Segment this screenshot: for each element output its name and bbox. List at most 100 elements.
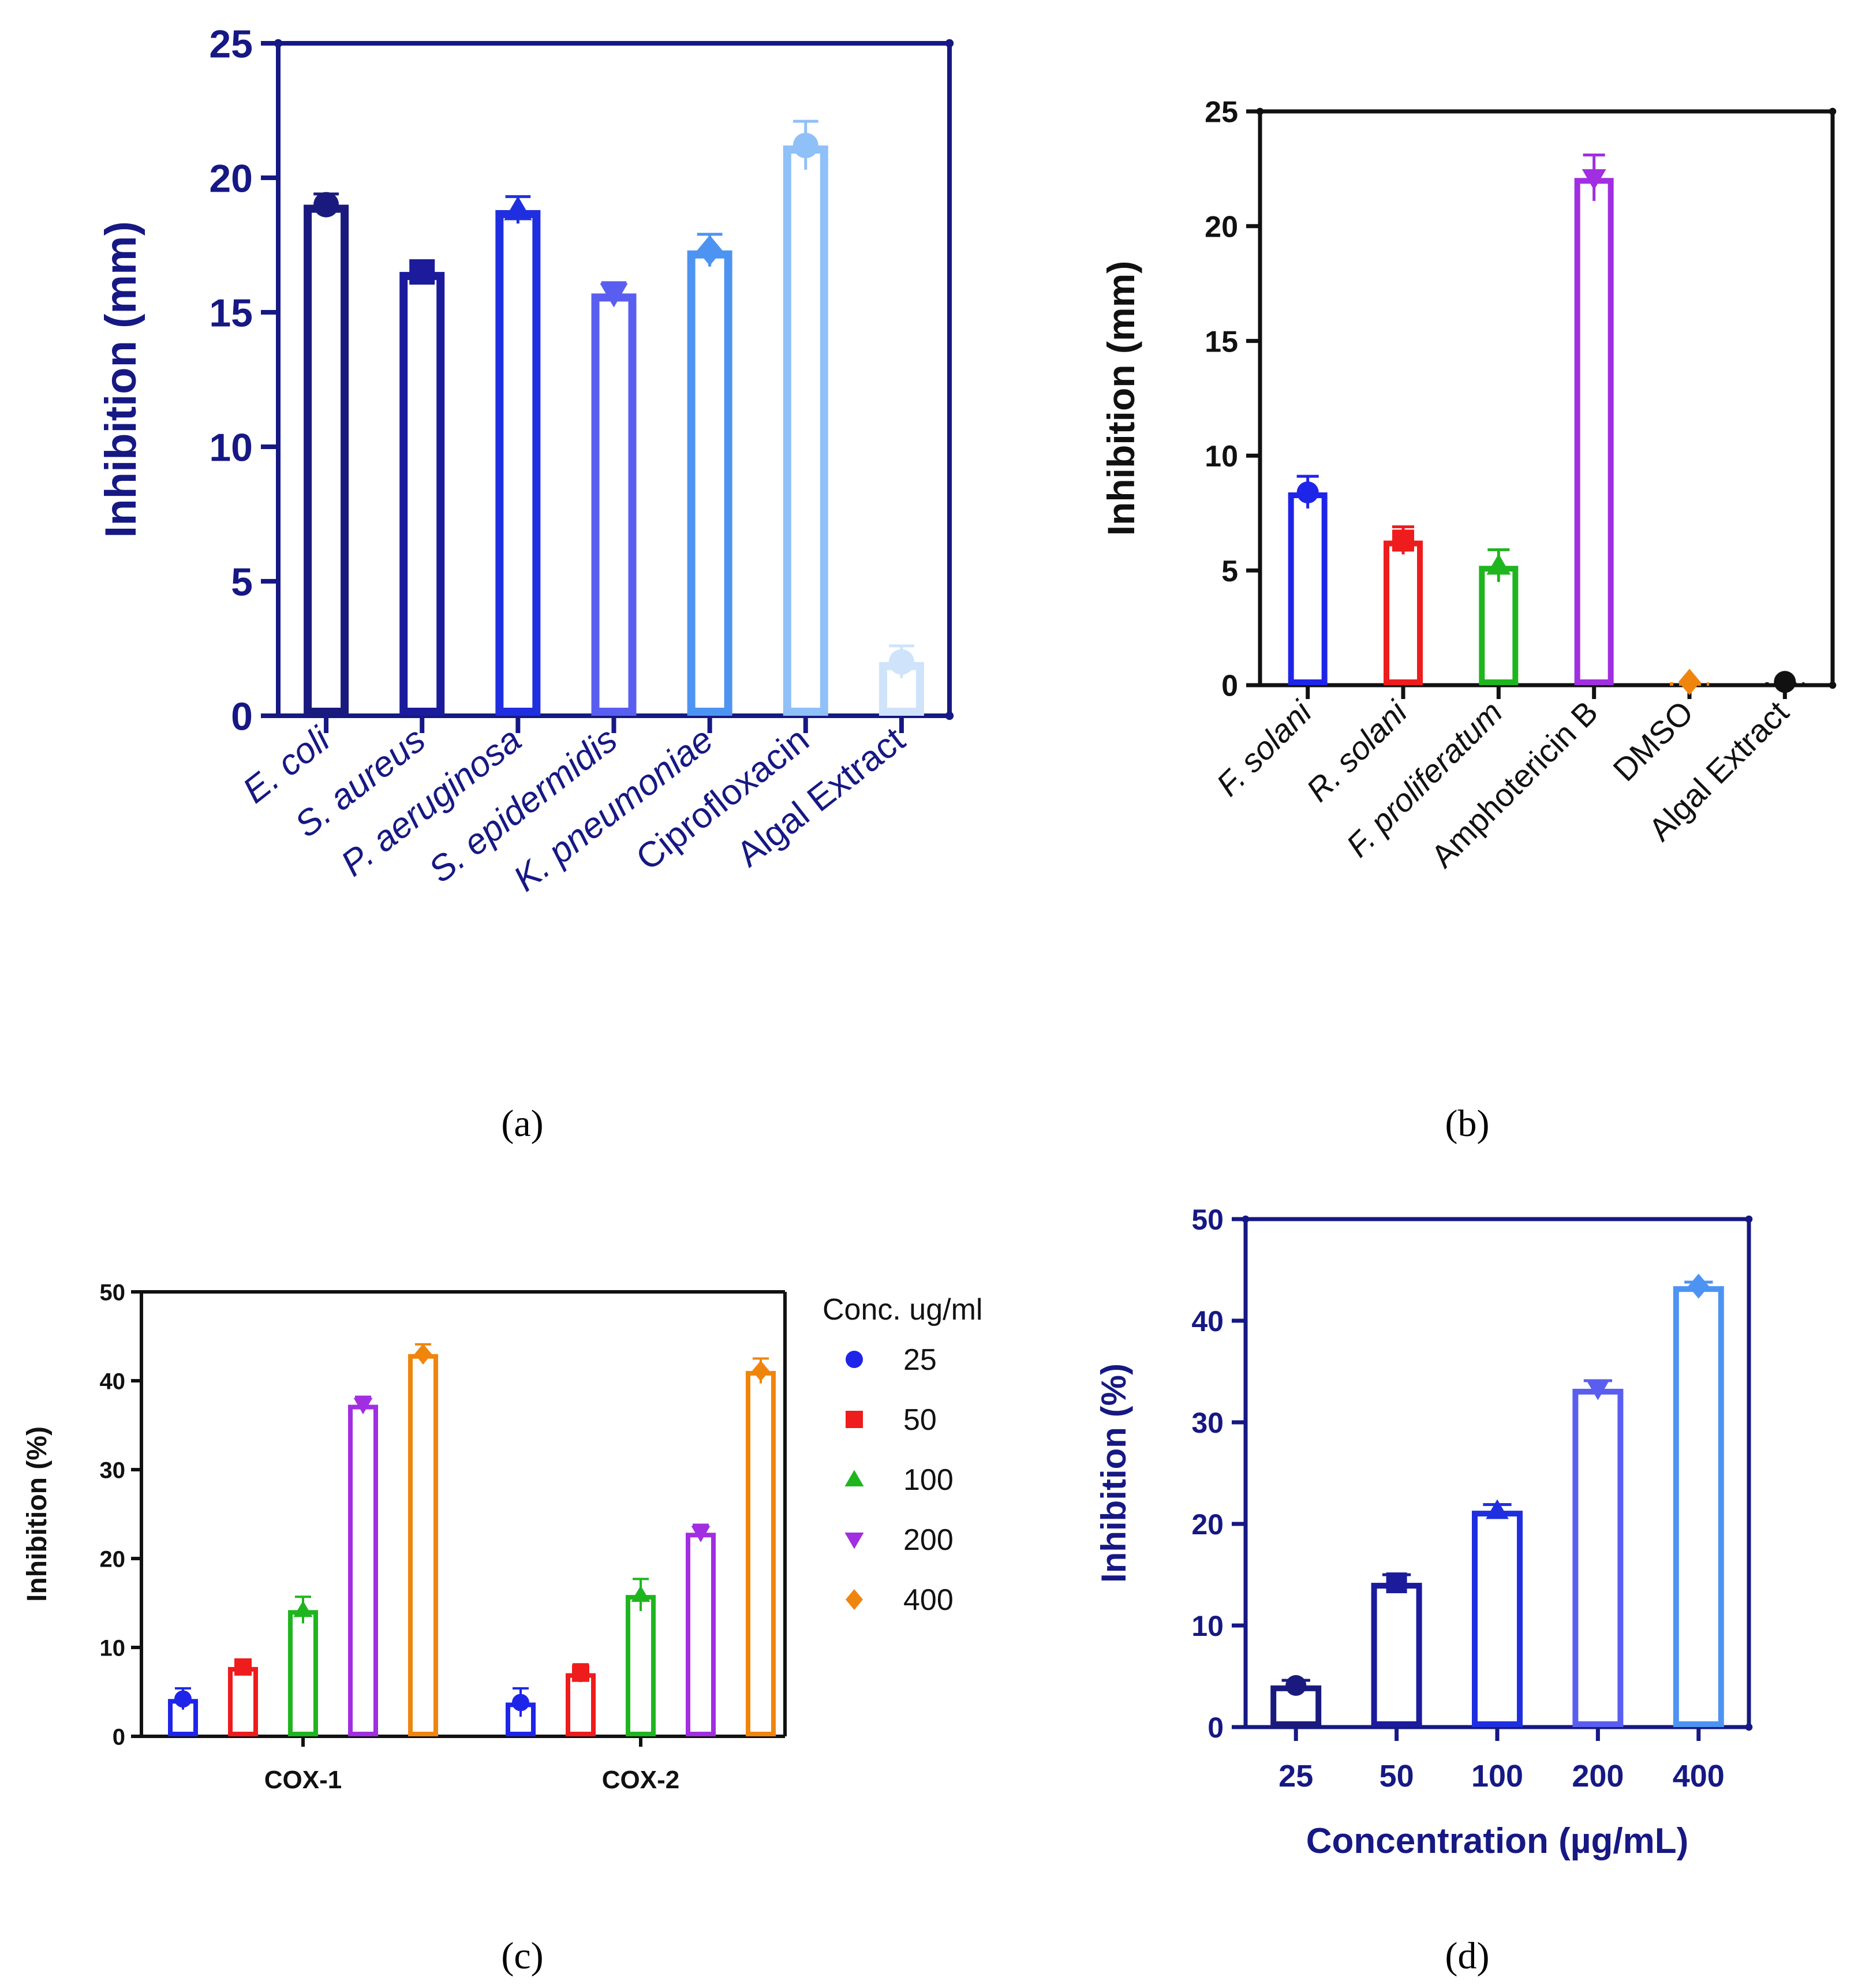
data-point-marker xyxy=(409,259,435,285)
y-tick-label: 20 xyxy=(1205,211,1238,244)
bar xyxy=(686,1533,716,1737)
frame-corner-dot xyxy=(1829,681,1837,689)
panel-d-bar-chart: 0 10 20 30 40 50 Inhibition (%) 25 50 100 200 400 Co… xyxy=(1094,1204,1753,1977)
data-point-marker xyxy=(512,1694,529,1712)
y-tick-label: 10 xyxy=(209,425,253,469)
data-point-marker xyxy=(174,1690,192,1708)
data-point-marker xyxy=(1386,1572,1407,1594)
frame-corner-dot xyxy=(1829,107,1837,115)
y-tick-label: 40 xyxy=(1191,1305,1224,1337)
bar xyxy=(566,1673,596,1736)
x-axis-label: Concentration (µg/mL) xyxy=(1306,1821,1689,1861)
data-point-marker xyxy=(1486,1499,1509,1519)
bar xyxy=(1472,1511,1523,1728)
y-tick-label: 5 xyxy=(1221,555,1238,588)
panel-c-grouped-bar-chart: 0 10 20 30 40 50 Inhibition (%) COX-1 COX-2 Conc… xyxy=(22,1280,982,1977)
y-tick-label: 0 xyxy=(231,694,253,738)
bar xyxy=(1371,1583,1422,1728)
panel-c-plot-area: 0 10 20 30 40 50 Inhibition (%) COX-1 COX-2 xyxy=(22,1280,787,1794)
legend-entry-label: 400 xyxy=(903,1583,954,1617)
bar xyxy=(687,250,732,716)
panel-d-plot-area: 0 10 20 30 40 50 Inhibition (%) 25 50 100 200 400 Co… xyxy=(1094,1204,1753,1861)
legend-marker xyxy=(844,1470,864,1486)
data-point-marker xyxy=(1486,554,1511,575)
bar xyxy=(1384,540,1423,686)
y-tick-label: 50 xyxy=(1191,1204,1224,1236)
y-tick-label: 20 xyxy=(1191,1508,1224,1541)
x-tick-label: 200 xyxy=(1572,1759,1624,1793)
data-point-marker xyxy=(1392,529,1414,552)
data-point-marker xyxy=(631,1585,651,1602)
panel-d-label: (d) xyxy=(1445,1935,1490,1977)
legend-title: Conc. ug/ml xyxy=(823,1293,982,1326)
y-tick-label: 50 xyxy=(100,1280,126,1305)
data-point-marker xyxy=(293,1600,313,1617)
y-axis-label: Inhibition (%) xyxy=(1094,1363,1133,1583)
bar xyxy=(626,1595,656,1736)
legend-marker xyxy=(846,1589,863,1610)
data-point-marker xyxy=(353,1397,373,1415)
y-axis-label: Inhibition (%) xyxy=(22,1426,53,1602)
panel-b-label: (b) xyxy=(1445,1103,1490,1145)
y-tick-label: 30 xyxy=(1191,1407,1224,1439)
panel-a-label: (a) xyxy=(501,1103,543,1145)
legend-entry-label: 100 xyxy=(903,1463,954,1497)
y-axis-label: Inhibition (mm) xyxy=(1100,261,1142,536)
y-tick-label: 5 xyxy=(231,560,253,604)
frame-corner-dot xyxy=(1745,1215,1753,1223)
x-tick-label: 100 xyxy=(1471,1759,1523,1793)
x-tick-label: 50 xyxy=(1380,1759,1414,1793)
legend-entry-label: 50 xyxy=(903,1403,937,1437)
data-point-marker xyxy=(572,1664,589,1682)
panel-c-label: (c) xyxy=(501,1935,543,1977)
y-tick-label: 10 xyxy=(1191,1610,1224,1642)
bar xyxy=(1288,492,1328,685)
y-tick-label: 0 xyxy=(1221,670,1238,703)
legend-entry-label: 200 xyxy=(903,1523,954,1557)
bar xyxy=(1479,566,1519,685)
y-tick-label: 10 xyxy=(100,1635,126,1661)
y-tick-label: 40 xyxy=(100,1369,126,1394)
x-tick-label: COX-2 xyxy=(602,1766,679,1794)
data-point-marker xyxy=(313,192,339,218)
y-tick-label: 10 xyxy=(1205,440,1238,473)
data-point-marker xyxy=(752,1361,769,1382)
legend-marker xyxy=(846,1411,863,1428)
data-point-marker xyxy=(1678,668,1700,696)
bar xyxy=(1572,1388,1624,1727)
bar xyxy=(408,1354,438,1737)
legend-entry-label: 25 xyxy=(903,1343,937,1377)
y-tick-label: 30 xyxy=(100,1458,126,1483)
y-tick-label: 20 xyxy=(209,156,253,200)
data-point-marker xyxy=(504,196,532,221)
bar xyxy=(288,1610,318,1737)
frame-corner-dot xyxy=(945,39,954,48)
bar xyxy=(746,1371,776,1737)
bar xyxy=(495,210,541,716)
y-tick-label: 25 xyxy=(209,22,253,66)
y-tick-label: 0 xyxy=(113,1724,125,1750)
bar xyxy=(1673,1286,1724,1727)
data-point-marker xyxy=(888,649,914,675)
x-tick-label: 25 xyxy=(1278,1759,1313,1793)
data-point-marker xyxy=(600,283,628,308)
y-tick-label: 15 xyxy=(1205,325,1238,358)
y-tick-label: 15 xyxy=(209,291,253,335)
bar xyxy=(591,293,637,716)
x-tick-label: Amphotericin B xyxy=(1424,694,1605,875)
data-point-marker xyxy=(1285,1675,1307,1696)
x-tick-label: 400 xyxy=(1673,1759,1725,1793)
data-point-marker xyxy=(1774,671,1796,693)
frame-corner-dot xyxy=(945,711,954,720)
data-point-marker xyxy=(792,133,818,159)
frame-corner-dot xyxy=(1745,1723,1753,1731)
bar xyxy=(399,272,445,716)
y-tick-label: 25 xyxy=(1205,96,1238,129)
data-point-marker xyxy=(1296,481,1319,504)
data-point-marker xyxy=(691,1526,711,1542)
